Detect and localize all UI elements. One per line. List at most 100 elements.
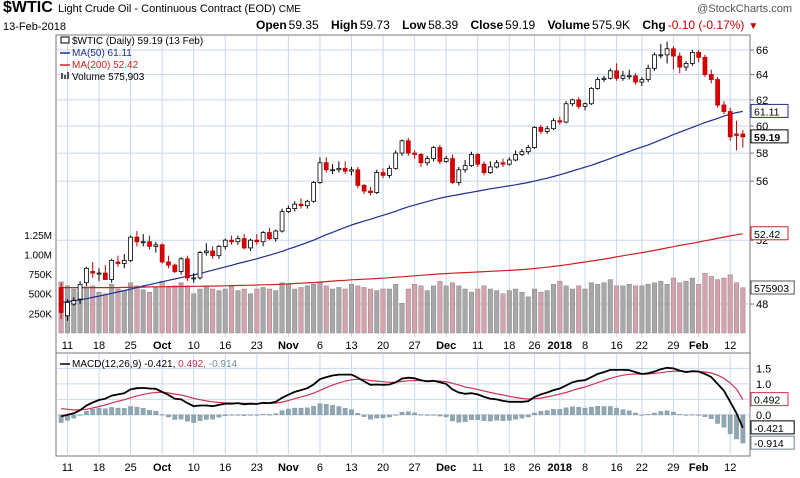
volume-bar [601, 282, 607, 334]
price-tick-label: 64 [756, 70, 768, 82]
x-tick-label: 25 [124, 340, 136, 352]
x-tick-label: 29 [667, 462, 679, 474]
volume-bar [456, 285, 462, 334]
volume-bar [696, 284, 702, 334]
macd-hist-bar [456, 414, 462, 423]
candle-body [620, 75, 626, 79]
volume-bar [614, 285, 620, 334]
candle-body [506, 159, 512, 165]
macd-last-text: -0.914 [754, 438, 784, 450]
candle-body [260, 232, 266, 243]
macd-hist-bar [431, 414, 436, 416]
x-tick-label: 18 [93, 462, 105, 474]
candle-body [721, 104, 727, 112]
candle-body [601, 77, 607, 80]
macd-hist-bar [210, 414, 216, 420]
macd-hist-bar [727, 414, 733, 434]
volume-bar [569, 288, 575, 334]
chart-date: 13-Feb-2018 [3, 21, 66, 33]
candle-body [595, 79, 601, 89]
candle-body [412, 152, 417, 155]
ma50-line [61, 110, 743, 303]
candle-body [241, 238, 247, 249]
volume-bar [563, 285, 569, 334]
candle-body [128, 236, 133, 261]
macd-hist-bar [222, 414, 228, 416]
macd-hist-bar [696, 414, 702, 416]
candle-body [355, 169, 361, 186]
price-tick-label: 62 [756, 95, 768, 107]
volume-bar [235, 290, 241, 334]
macd-hist-bar [500, 414, 506, 421]
last-value-tag [750, 129, 789, 144]
macd-hist-bar [538, 410, 544, 415]
x-tick-label: 11 [62, 340, 73, 352]
volume-bar [500, 293, 506, 334]
price-legend: $WTIC (Daily) 59.19 (13 Feb) MA(50) 61.1… [60, 36, 203, 83]
last-value-text: 61.11 [754, 106, 780, 118]
macd-name: MACD(12,26,9) [72, 359, 141, 370]
candle-body [298, 203, 304, 207]
volume-bar [241, 288, 247, 334]
volume-bar [494, 290, 500, 334]
macd-hist-bar [677, 414, 683, 415]
candle-body [633, 75, 638, 83]
macd-hist-bar [683, 414, 689, 416]
candle-body [304, 200, 310, 207]
candle-body [683, 63, 689, 68]
macd-hist-bar [450, 414, 455, 422]
volume-legend-icon-bar3 [67, 72, 69, 79]
price-grid [57, 36, 749, 337]
candle-body [664, 48, 670, 56]
volume-bar [437, 280, 443, 334]
macd-hist-bar [557, 409, 563, 415]
x-tick-label: 11 [472, 462, 483, 474]
volume-bar [172, 285, 178, 334]
x-tick-label: 16 [610, 462, 622, 474]
macd-hist-bar [702, 414, 708, 417]
volume-bar [336, 287, 342, 334]
macd-hist-bar [443, 414, 449, 418]
x-tick-label: 13 [345, 462, 357, 474]
macd-hist-bar [437, 414, 443, 417]
candle-body [469, 154, 474, 166]
volume-value: 575.9K [591, 18, 631, 32]
candle-body [191, 277, 197, 280]
volume-bar [487, 288, 493, 334]
macd-hist-bar [84, 410, 89, 415]
macd-hist-bar [576, 406, 582, 415]
candle-body [443, 158, 449, 162]
macd-hist-bar [513, 414, 518, 420]
x-tick-label: 16 [219, 462, 231, 474]
volume-bar [140, 289, 146, 334]
volume-tick-label: 1.00M [24, 250, 52, 261]
macd-hist-bar [405, 411, 411, 415]
candle-body [317, 162, 323, 183]
macd-hist-bar [166, 414, 171, 418]
x-tick-label: 20 [377, 462, 389, 474]
volume-bar [279, 282, 285, 334]
volume-bar [412, 284, 418, 334]
macd-last-text: 0.492 [754, 395, 780, 407]
volume-bar [115, 288, 121, 334]
candle-body [734, 133, 739, 136]
volume-bar [159, 280, 165, 334]
macd-hist-bar [77, 414, 83, 416]
macd-hist-bar [102, 408, 108, 415]
volume-bar [702, 273, 708, 334]
x-tick-label: 23 [251, 462, 263, 474]
candle-body [658, 54, 664, 57]
price-tick-label: 48 [756, 299, 768, 311]
macd-hist-bar [475, 414, 481, 420]
last-value-tag [750, 226, 789, 241]
macd-hist-value: -0.914 [209, 359, 238, 370]
x-tick-label: 10 [188, 462, 200, 474]
candle-body [248, 239, 253, 249]
candle-legend-icon [60, 36, 70, 44]
stockcharts-logo[interactable]: @StockCharts.com [697, 3, 792, 15]
moving-averages [61, 110, 743, 303]
candle-body [607, 70, 613, 79]
x-tick-label: 10 [188, 340, 200, 352]
